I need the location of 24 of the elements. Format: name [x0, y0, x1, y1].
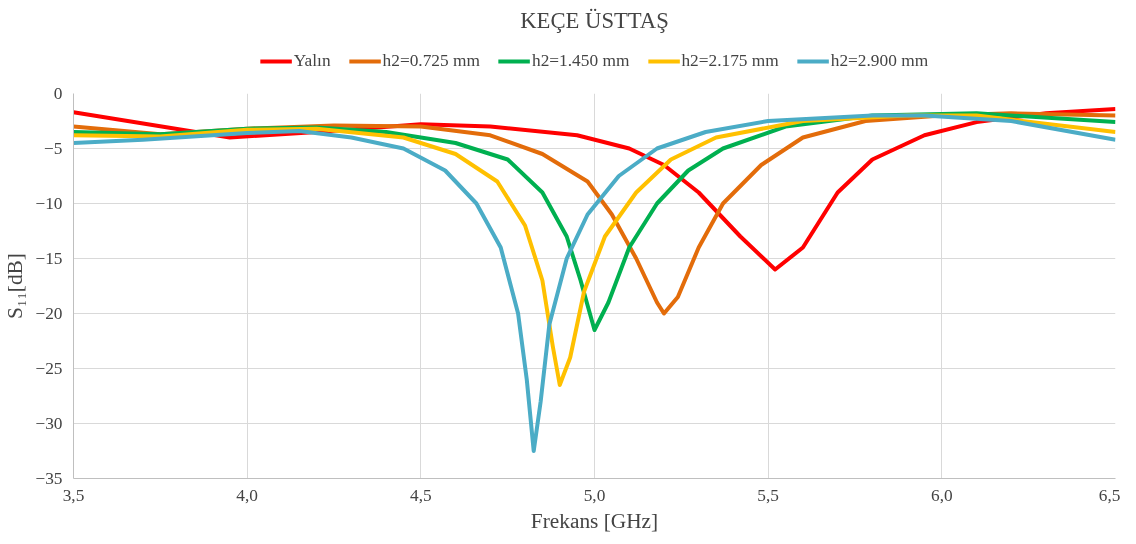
x-tick-label: 5,0 — [583, 485, 606, 505]
y-axis-title: S₁₁[dB] — [3, 253, 28, 319]
legend-label: h2=1.450 mm — [531, 51, 630, 71]
y-tick-label: −35 — [35, 469, 63, 488]
line-series — [73, 113, 1116, 453]
x-tick-label: 5,5 — [757, 485, 780, 505]
y-tick-label: −25 — [35, 359, 63, 378]
x-tick-label: 3,5 — [62, 485, 85, 505]
x-tick-label: 4,5 — [410, 485, 432, 505]
legend-label: Yalın — [293, 51, 331, 71]
legend-label: h2=0.725 mm — [382, 51, 480, 71]
x-tick-label: 4,0 — [236, 485, 259, 505]
chart-title: KEÇE ÜSTTAŞ — [520, 7, 669, 33]
x-tick-label: 6,5 — [1098, 485, 1121, 505]
y-tick-label: −15 — [35, 249, 63, 268]
y-tick-label: 0 — [53, 84, 63, 103]
x-axis-title: Frekans [GHz] — [530, 508, 659, 533]
y-tick-label: −30 — [35, 414, 63, 433]
legend-label: h2=2.175 mm — [681, 51, 779, 71]
legend-label: h2=2.900 mm — [830, 51, 929, 71]
y-tick-label: −5 — [44, 139, 63, 158]
x-tick-label: 6,0 — [931, 485, 953, 505]
y-tick-label: −10 — [35, 194, 63, 213]
y-tick-label: −20 — [35, 304, 63, 323]
